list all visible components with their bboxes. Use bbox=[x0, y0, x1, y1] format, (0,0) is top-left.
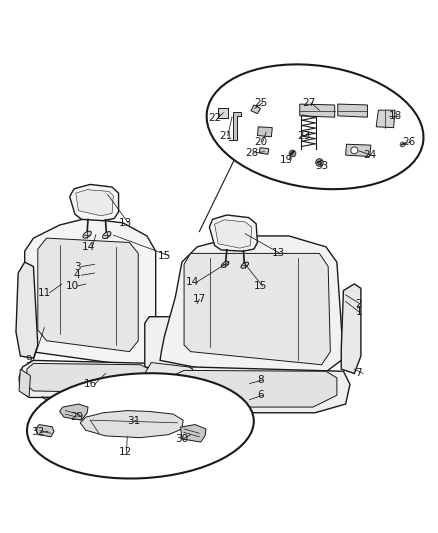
Text: 30: 30 bbox=[175, 434, 188, 444]
Text: 26: 26 bbox=[402, 137, 416, 147]
Text: 21: 21 bbox=[219, 131, 232, 141]
Text: 27: 27 bbox=[302, 98, 315, 108]
Text: 15: 15 bbox=[254, 281, 267, 291]
Text: 19: 19 bbox=[280, 155, 293, 165]
Polygon shape bbox=[145, 362, 193, 380]
Polygon shape bbox=[70, 184, 119, 221]
Text: 20: 20 bbox=[254, 137, 267, 147]
Polygon shape bbox=[258, 127, 272, 137]
Text: 1: 1 bbox=[355, 308, 362, 317]
Polygon shape bbox=[145, 317, 188, 374]
Text: 9: 9 bbox=[26, 356, 32, 365]
Polygon shape bbox=[35, 425, 54, 437]
Polygon shape bbox=[19, 360, 160, 398]
Text: 31: 31 bbox=[127, 416, 141, 426]
Polygon shape bbox=[341, 284, 361, 374]
Polygon shape bbox=[338, 104, 367, 117]
Polygon shape bbox=[346, 144, 371, 157]
Polygon shape bbox=[215, 220, 252, 248]
Polygon shape bbox=[27, 364, 149, 393]
Text: 17: 17 bbox=[193, 294, 206, 304]
Text: 15: 15 bbox=[158, 251, 171, 261]
Text: 33: 33 bbox=[315, 161, 328, 171]
Text: 3: 3 bbox=[74, 262, 81, 271]
Ellipse shape bbox=[83, 231, 92, 238]
Text: 10: 10 bbox=[66, 281, 79, 291]
Polygon shape bbox=[76, 190, 113, 216]
Polygon shape bbox=[171, 370, 337, 407]
Text: 14: 14 bbox=[186, 277, 199, 287]
Polygon shape bbox=[259, 148, 269, 154]
Ellipse shape bbox=[221, 261, 229, 268]
Polygon shape bbox=[60, 404, 88, 420]
Polygon shape bbox=[160, 236, 343, 380]
Text: 18: 18 bbox=[389, 111, 403, 121]
Text: 32: 32 bbox=[31, 427, 44, 438]
Polygon shape bbox=[19, 369, 30, 398]
Polygon shape bbox=[218, 108, 228, 118]
Text: 13: 13 bbox=[119, 218, 132, 228]
Text: 16: 16 bbox=[84, 379, 97, 390]
Text: 4: 4 bbox=[74, 270, 81, 280]
Text: 12: 12 bbox=[119, 447, 132, 457]
Circle shape bbox=[351, 147, 358, 154]
Text: 24: 24 bbox=[363, 150, 376, 160]
Ellipse shape bbox=[207, 64, 424, 189]
Polygon shape bbox=[251, 105, 261, 114]
Polygon shape bbox=[184, 253, 330, 365]
Polygon shape bbox=[209, 215, 258, 251]
Text: 25: 25 bbox=[254, 98, 267, 108]
Text: 8: 8 bbox=[257, 375, 264, 385]
Ellipse shape bbox=[27, 373, 254, 479]
Polygon shape bbox=[158, 367, 350, 413]
Polygon shape bbox=[300, 104, 335, 117]
Ellipse shape bbox=[241, 262, 248, 268]
Text: 28: 28 bbox=[245, 148, 258, 158]
Polygon shape bbox=[376, 110, 395, 128]
Text: 29: 29 bbox=[71, 412, 84, 422]
Polygon shape bbox=[229, 111, 241, 140]
Text: 11: 11 bbox=[38, 288, 51, 298]
Text: 7: 7 bbox=[355, 368, 362, 378]
Text: 14: 14 bbox=[81, 242, 95, 252]
Polygon shape bbox=[25, 219, 155, 367]
Text: 22: 22 bbox=[208, 113, 221, 123]
Polygon shape bbox=[80, 410, 183, 438]
Text: 23: 23 bbox=[297, 131, 311, 141]
Text: 6: 6 bbox=[257, 390, 264, 400]
Polygon shape bbox=[180, 425, 206, 442]
Ellipse shape bbox=[102, 231, 111, 239]
Text: 13: 13 bbox=[271, 248, 285, 259]
Text: 2: 2 bbox=[355, 298, 362, 309]
Polygon shape bbox=[38, 238, 138, 352]
Polygon shape bbox=[16, 262, 38, 358]
